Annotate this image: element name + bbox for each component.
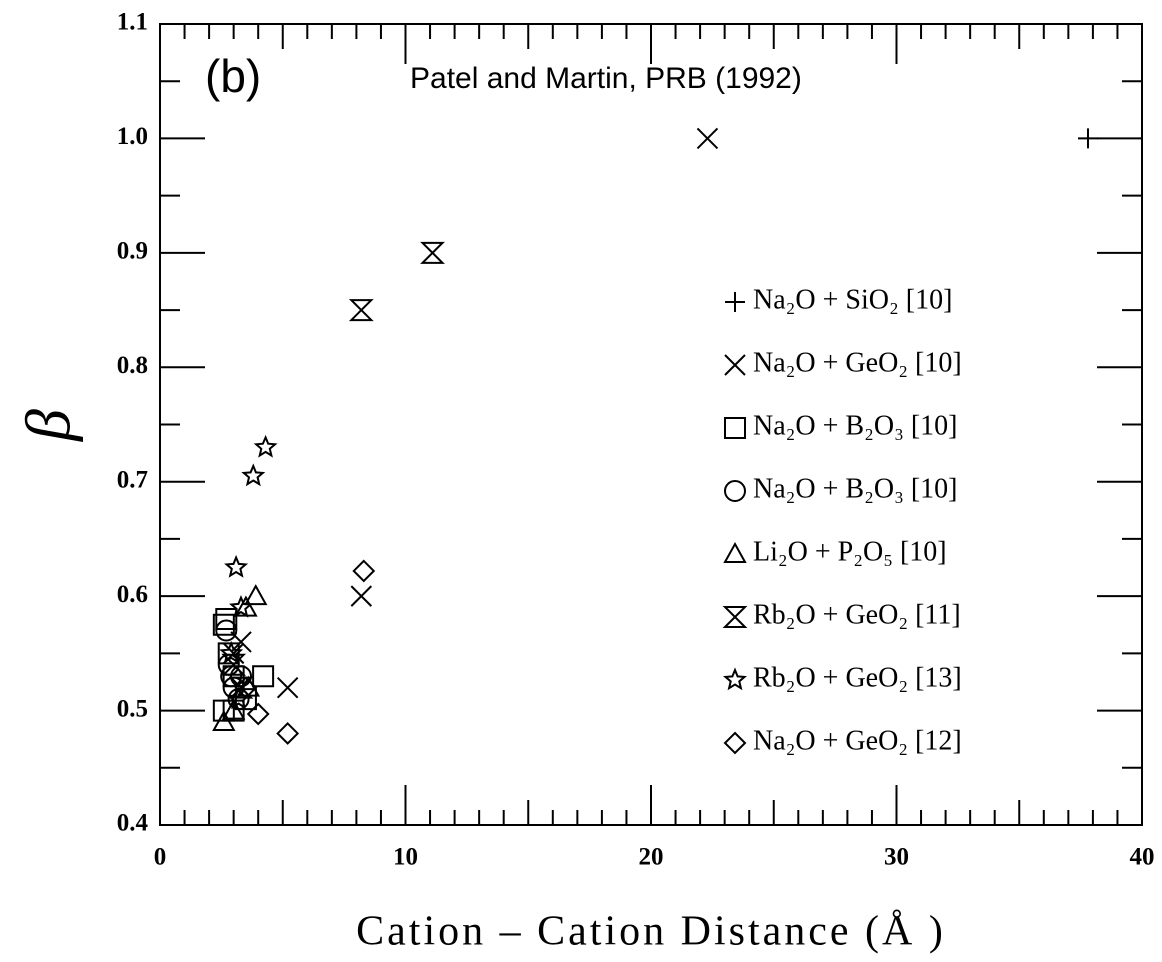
legend-marker <box>723 480 747 502</box>
data-point <box>696 127 719 150</box>
y-tick-label: 0.9 <box>117 238 148 265</box>
x-tick-label: 40 <box>1130 844 1155 871</box>
data-point <box>276 676 299 699</box>
legend-marker <box>724 354 746 376</box>
legend-marker <box>722 606 748 628</box>
legend-marker <box>723 667 747 691</box>
data-point <box>219 640 244 664</box>
x-axis-label: Cation – Cation Distance (Å ) <box>356 909 946 955</box>
x-tick-label: 10 <box>393 844 418 871</box>
legend-marker <box>723 541 747 563</box>
y-tick-label: 0.7 <box>117 466 148 493</box>
data-point <box>224 554 249 578</box>
data-point <box>352 559 376 583</box>
legend-label: Na₂O + B₂O₃ [10] <box>753 410 958 441</box>
data-point <box>220 665 243 688</box>
data-point <box>221 653 247 676</box>
y-tick-label: 1.1 <box>117 9 148 36</box>
data-point <box>246 702 270 726</box>
legend-marker <box>724 417 746 439</box>
legend-label: Na₂O + SiO₂ [10] <box>753 284 952 315</box>
y-axis-label: β <box>13 409 84 443</box>
data-point <box>348 299 374 322</box>
y-tick-label: 0.5 <box>117 695 148 722</box>
data-point <box>217 653 240 676</box>
data-point <box>212 709 236 732</box>
data-point <box>230 665 253 688</box>
legend-label: Li₂O + P₂O₅ [10] <box>753 536 947 567</box>
annotation: Patel and Martin, PRB (1992) <box>410 62 802 95</box>
data-point <box>244 584 268 606</box>
legend-label: Rb₂O + GeO₂ [11] <box>753 599 961 630</box>
legend-label: Na₂O + GeO₂ [12] <box>753 725 962 756</box>
y-tick-label: 0.8 <box>117 352 148 379</box>
x-tick-label: 0 <box>154 844 167 871</box>
data-point <box>212 613 235 636</box>
legend-marker <box>723 731 747 755</box>
data-point <box>241 463 266 487</box>
data-point <box>420 241 445 264</box>
y-tick-label: 1.0 <box>117 123 148 150</box>
data-point <box>229 595 253 618</box>
data-point <box>276 722 300 745</box>
legend-marker <box>725 292 745 312</box>
data-point <box>234 676 258 700</box>
x-tick-label: 30 <box>884 844 909 871</box>
legend-label: Rb₂O + GeO₂ [13] <box>753 662 962 693</box>
data-point <box>221 698 246 720</box>
panel-label: (b) <box>205 50 261 102</box>
x-tick-label: 20 <box>639 844 664 871</box>
data-point <box>1077 128 1098 149</box>
data-point <box>215 619 238 642</box>
data-point <box>252 665 275 688</box>
data-point <box>253 434 278 458</box>
data-point <box>234 688 257 711</box>
y-tick-label: 0.4 <box>117 810 149 837</box>
data-point <box>226 686 251 710</box>
y-tick-label: 0.6 <box>117 581 148 608</box>
legend-label: Na₂O + B₂O₃ [10] <box>753 473 958 504</box>
plot-frame <box>159 23 1143 826</box>
data-point <box>350 585 373 607</box>
legend-label: Na₂O + GeO₂ [10] <box>753 347 962 378</box>
